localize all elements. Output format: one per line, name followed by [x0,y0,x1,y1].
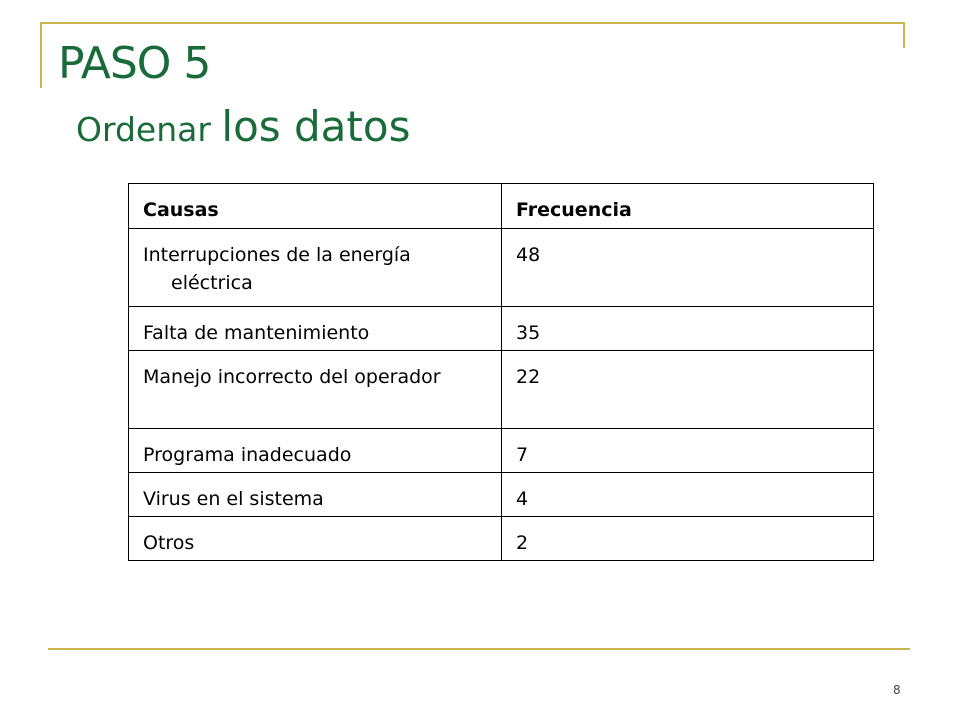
frequency-cell: 2 [501,516,874,561]
header-frecuencia: Frecuencia [501,183,874,229]
cause-text: Otros [143,532,195,554]
cause-text: Programa inadecuado [143,444,352,466]
table-row: Interrupciones de la energía eléctrica 4… [128,228,874,307]
frequency-cell: 22 [501,350,874,429]
header-causas: Causas [128,183,502,229]
cause-cell: Virus en el sistema [128,472,502,517]
table-row: Programa inadecuado 7 [128,428,874,473]
cause-text: Virus en el sistema [143,488,324,510]
cause-text: Interrupciones de la energía eléctrica [143,244,411,294]
table-row: Manejo incorrecto del operador 22 [128,350,874,429]
frequency-cell: 48 [501,228,874,307]
table-row: Virus en el sistema 4 [128,472,874,517]
subtitle-part-1: Ordenar [76,110,222,149]
frequency-cell: 4 [501,472,874,517]
top-rule [40,22,905,24]
cause-text: Falta de mantenimiento [143,322,370,344]
cause-cell: Manejo incorrecto del operador [128,350,502,429]
table-row: Falta de mantenimiento 35 [128,306,874,351]
frequency-cell: 7 [501,428,874,473]
frequency-table: Causas Frecuencia Interrupciones de la e… [128,183,874,561]
bottom-rule [48,648,910,650]
cause-cell: Interrupciones de la energía eléctrica [128,228,502,307]
page-number: 8 [893,683,901,697]
subtitle-part-2: los datos [221,102,411,151]
top-rule-end [903,22,905,48]
slide-title: PASO 5 [58,38,211,89]
cause-cell: Programa inadecuado [128,428,502,473]
cause-cell: Otros [128,516,502,561]
table-header-row: Causas Frecuencia [128,183,874,229]
cause-cell: Falta de mantenimiento [128,306,502,351]
table-row: Otros 2 [128,516,874,561]
left-rule [40,22,42,88]
cause-text: Manejo incorrecto del operador [143,366,441,388]
slide-subtitle: Ordenar los datos [76,98,410,162]
frequency-cell: 35 [501,306,874,351]
